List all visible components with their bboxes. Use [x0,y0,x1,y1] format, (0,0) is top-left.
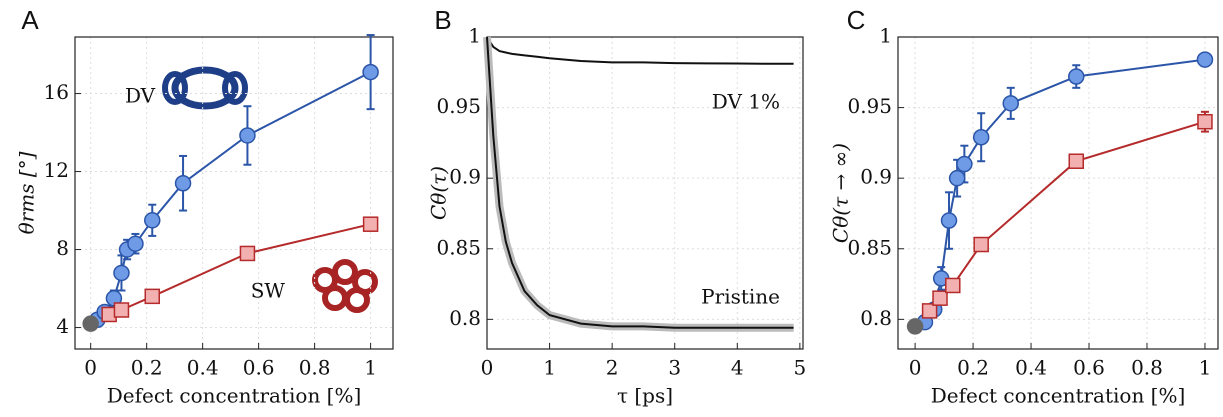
y-tick-label: 0.8 [860,306,892,330]
marker [1196,51,1214,68]
series-label: DV 1% [712,90,780,114]
x-tick-label: 0 [481,356,494,380]
x-tick-label: 0.4 [187,356,219,380]
x-axis-label: Defect concentration [%] [931,384,1186,408]
marker [362,216,379,232]
dv-molecule-icon [162,66,248,110]
plot-frame [486,36,804,350]
marker [1197,113,1213,130]
y-tick-label: 0.95 [847,94,892,118]
marker [144,288,161,305]
sw-molecule-icon [312,259,378,313]
x-tick-label: 0.4 [1015,356,1047,380]
series-line [486,36,794,329]
x-tick-label: 0 [84,356,97,380]
panel-letter: B [434,5,451,35]
marker [144,212,161,229]
marker [1068,68,1085,85]
plot-frame [74,36,394,350]
y-tick-label: 0.9 [860,165,892,189]
y-tick-label: 0.8 [449,306,481,330]
marker [174,175,192,192]
series-line [486,36,794,65]
x-tick-label: 5 [794,356,807,380]
marker [906,318,924,335]
x-tick-label: 0.6 [1073,356,1105,380]
marker [82,315,99,332]
marker [956,155,973,173]
plot-frame [897,36,1219,350]
y-tick-label: 0.85 [847,235,892,259]
x-tick-label: 0.2 [131,356,163,380]
x-tick-label: 1 [1199,356,1212,380]
marker [113,264,130,282]
y-tick-label: 8 [56,236,69,260]
x-tick-label: 1 [364,356,377,380]
series-line [928,120,1206,312]
y-axis-label: Cθ(τ) [427,166,451,220]
y-tick-label: 1 [879,24,892,48]
y-tick-label: 1 [468,24,481,48]
series-line [96,71,372,321]
x-axis-label: τ [ps] [617,384,673,408]
x-tick-label: 3 [668,356,681,380]
series-label: SW [251,279,286,303]
y-axis-label: θrms [°] [15,151,39,234]
marker [239,245,256,262]
y-tick-label: 4 [56,314,69,338]
marker [127,235,144,252]
marker [239,127,256,144]
x-tick-label: 0 [909,356,922,380]
marker [362,63,379,81]
panel-letter: A [21,5,39,35]
x-tick-label: 0.6 [243,356,275,380]
x-tick-label: 0.8 [299,356,331,380]
y-tick-label: 16 [44,80,69,104]
series-line [924,58,1206,323]
x-axis-label: Defect concentration [%] [107,384,362,408]
marker [921,303,938,319]
x-tick-label: 1 [543,356,556,380]
marker [973,236,989,253]
x-tick-label: 2 [606,356,619,380]
marker [1002,95,1020,112]
marker [932,290,948,306]
y-tick-label: 12 [44,158,69,182]
y-tick-label: 0.95 [436,94,481,118]
y-tick-label: 0.9 [449,165,481,189]
marker [972,128,990,146]
x-tick-label: 0.2 [957,356,989,380]
series-label: Pristine [701,285,780,309]
x-tick-label: 4 [731,356,744,380]
y-tick-label: 0.85 [436,235,481,259]
marker [940,212,958,229]
series-label: DV [125,84,156,108]
marker [948,169,966,187]
marker [113,302,130,318]
marker [1068,153,1085,169]
panel-letter: C [847,5,866,35]
y-axis-label: Cθ(τ → ∞) [829,143,853,243]
marker [945,277,961,294]
x-tick-label: 0.8 [1131,356,1163,380]
